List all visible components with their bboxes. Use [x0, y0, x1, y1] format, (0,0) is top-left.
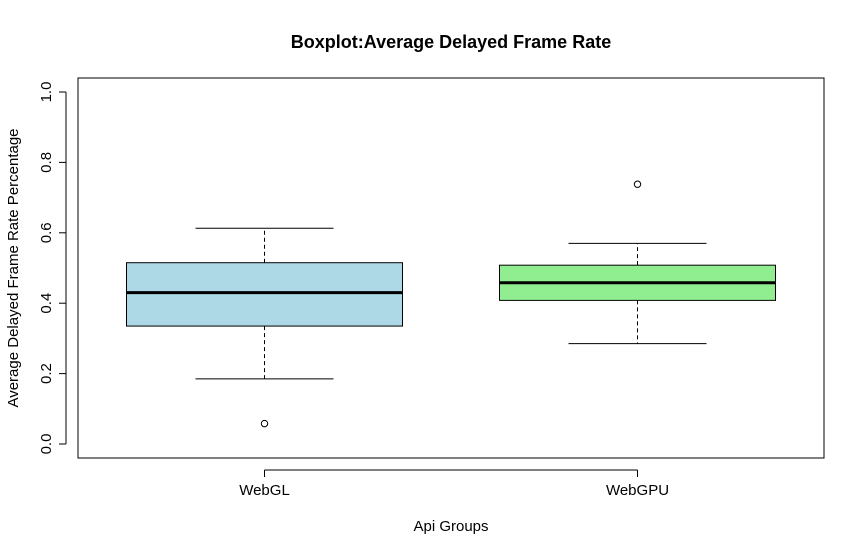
y-tick-label: 0.6: [38, 222, 55, 243]
outlier-point: [633, 180, 642, 188]
x-axis-label: Api Groups: [413, 518, 488, 535]
plot-frame: [77, 77, 825, 459]
y-axis-label: Average Delayed Frame Rate Percentage: [5, 128, 22, 407]
y-tick-label: 0.2: [38, 363, 55, 384]
box-iqr: [126, 262, 403, 327]
x-tick-label: WebGL: [239, 482, 290, 499]
box-webgl: [126, 227, 403, 428]
boxes: [126, 180, 776, 428]
x-axis: WebGL WebGPU: [239, 469, 669, 499]
outlier-point: [260, 419, 269, 428]
box-webgpu: [499, 180, 776, 345]
chart-title: Boxplot:Average Delayed Frame Rate: [291, 32, 611, 52]
y-axis: 0.0 0.2 0.4 0.6 0.8 1.0: [38, 82, 67, 455]
x-tick-label: WebGPU: [606, 482, 669, 499]
y-tick-label: 0.4: [38, 293, 55, 314]
y-tick-label: 1.0: [38, 82, 55, 103]
y-tick-label: 0.8: [38, 152, 55, 173]
y-tick-label: 0.0: [38, 434, 55, 455]
